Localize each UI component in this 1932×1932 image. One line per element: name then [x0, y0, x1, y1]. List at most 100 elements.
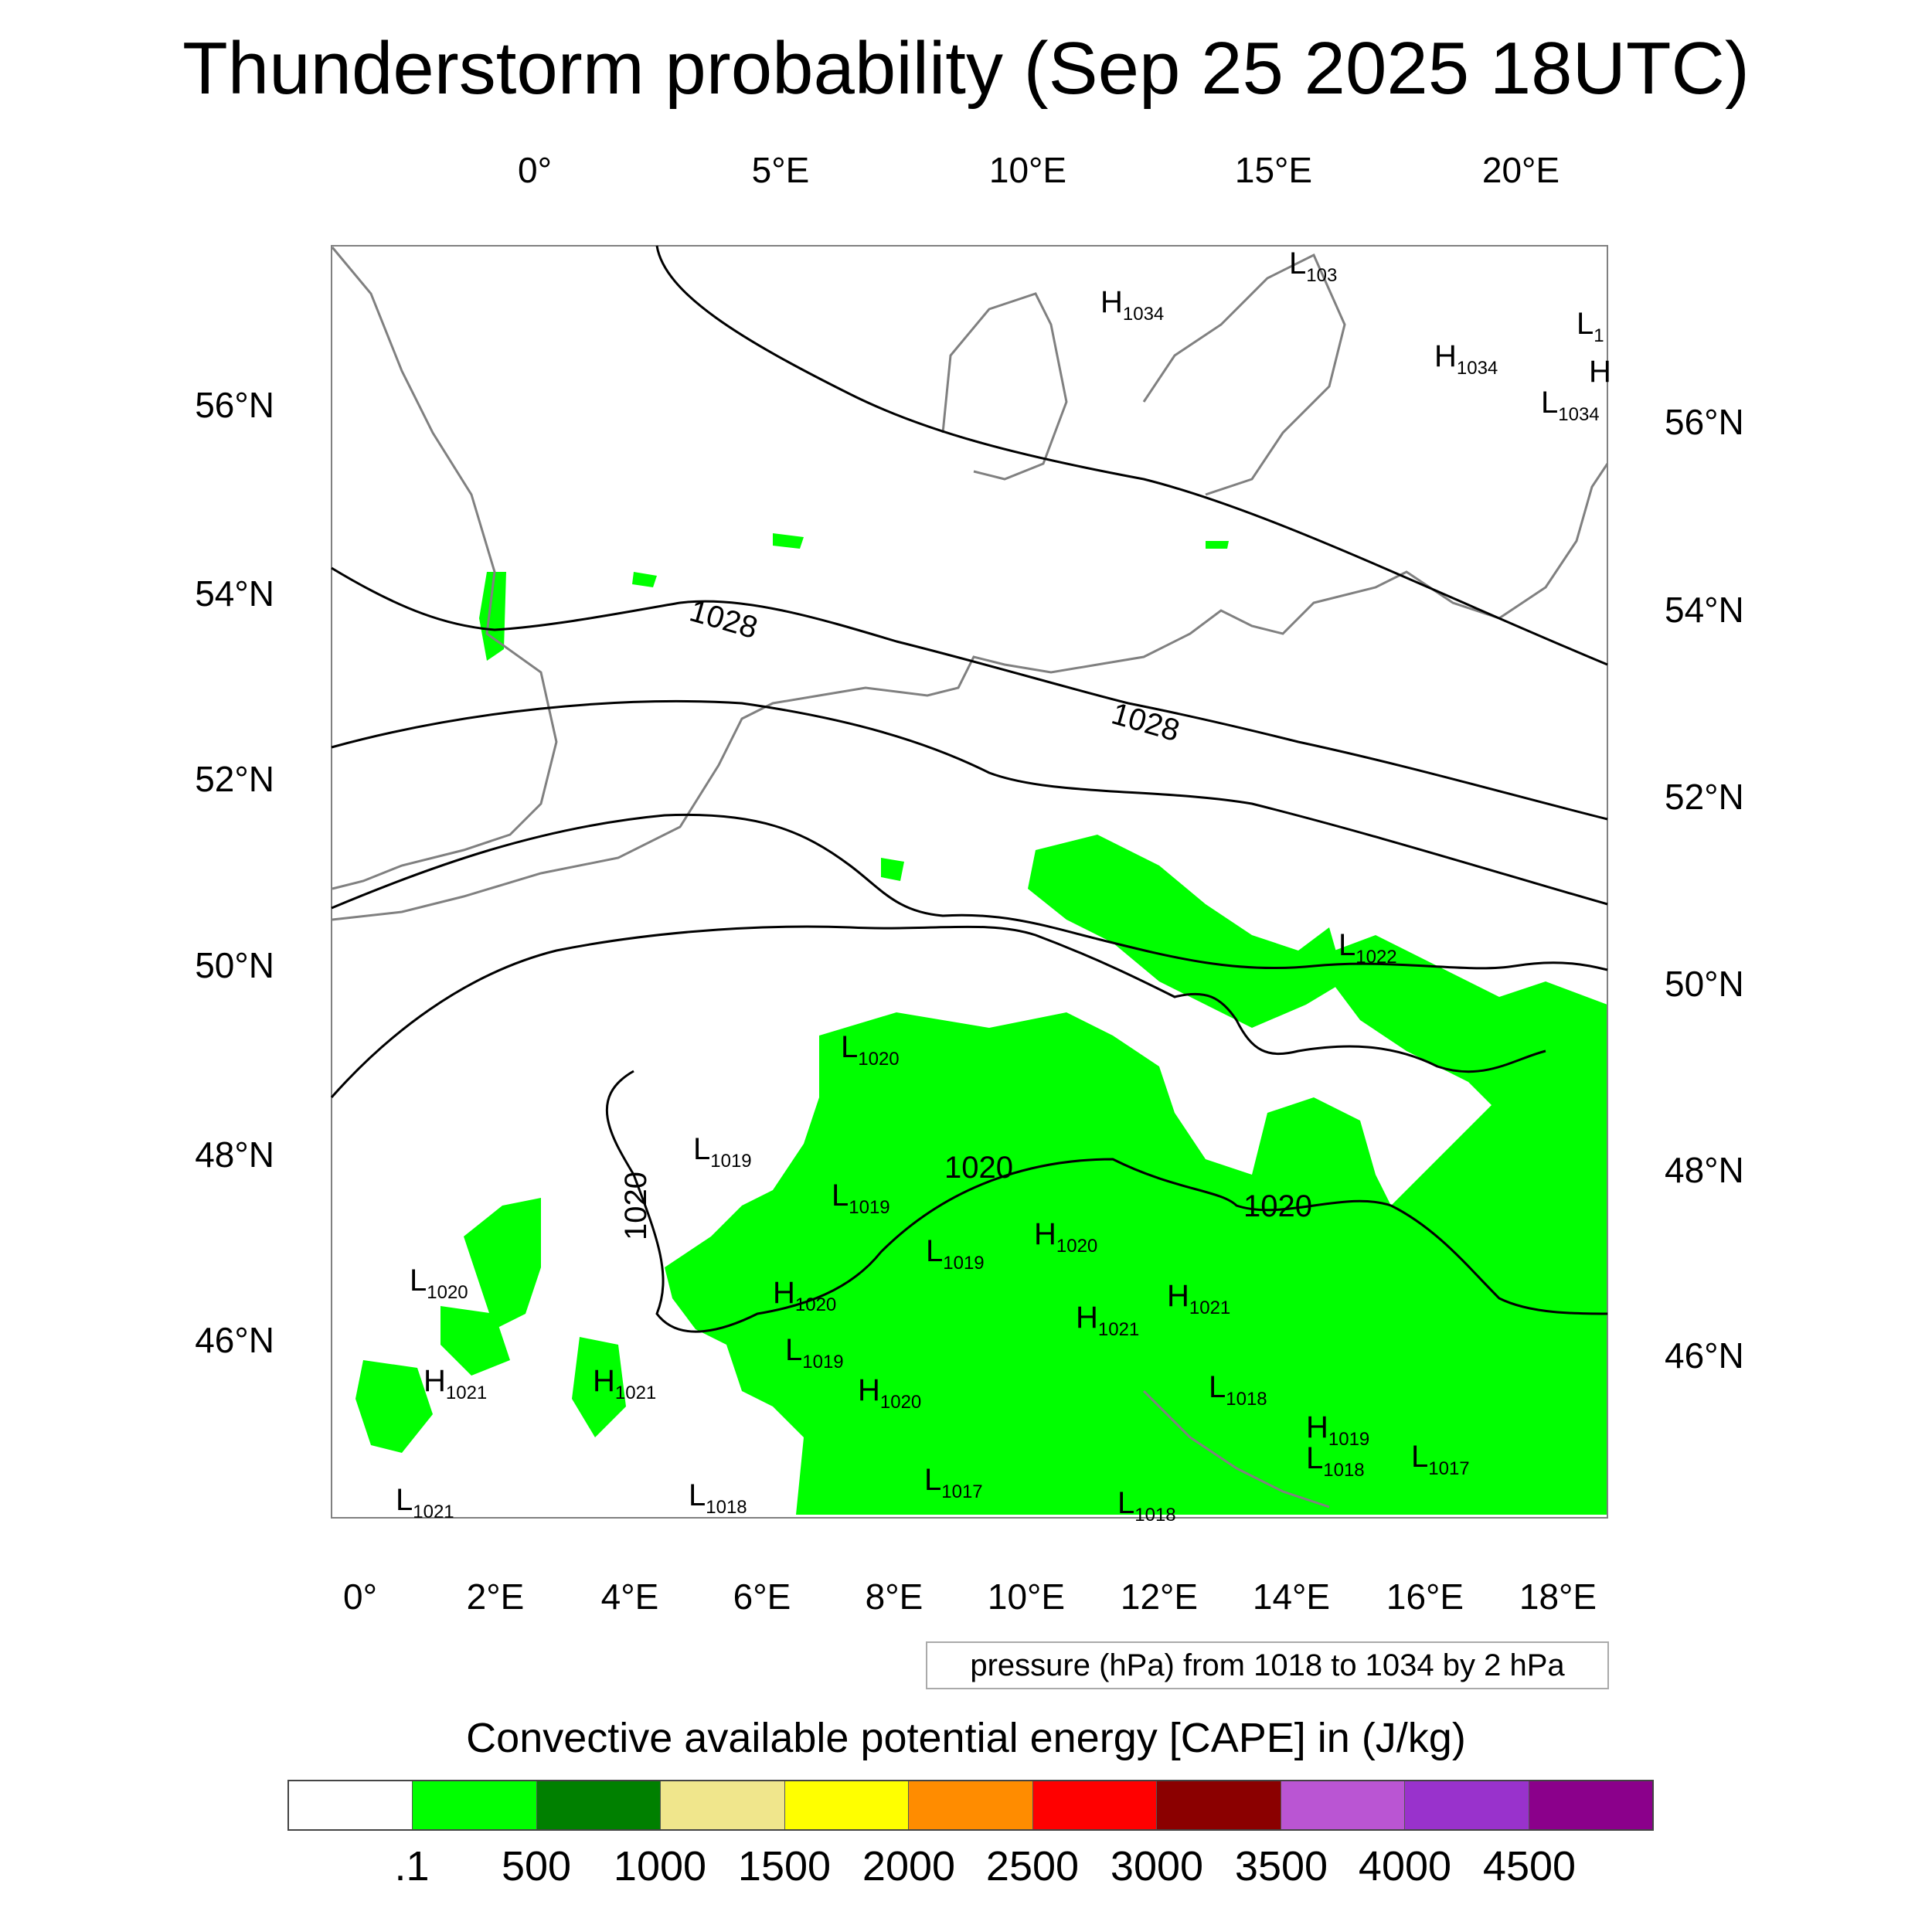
- isobar-1028-a: [331, 566, 1608, 821]
- colorbar-swatch: [1405, 1781, 1529, 1829]
- colorbar-swatch: [784, 1781, 910, 1829]
- bottom-lon-label: 2°E: [467, 1577, 525, 1617]
- colorbar-swatch: [413, 1781, 537, 1829]
- isobar-1024: [331, 813, 1608, 971]
- bottom-lon-label: 4°E: [601, 1577, 659, 1617]
- pressure-center: H1034: [1434, 339, 1498, 379]
- colorbar-title: Convective available potential energy [C…: [466, 1715, 1466, 1761]
- right-lat-label: 54°N: [1665, 590, 1744, 630]
- pressure-center: L1020: [841, 1030, 900, 1070]
- left-lat-label: 52°N: [195, 759, 274, 799]
- pressure-center: L1019: [785, 1333, 844, 1372]
- colorbar-ticks: .1 500 1000 1500 2000 2500 3000 3500 400…: [0, 1842, 1932, 1896]
- colorbar-tick: .1: [394, 1843, 430, 1889]
- left-lat-labels: 56°N 54°N 52°N 50°N 48°N 46°N: [195, 385, 274, 1360]
- cape-area-sw-1: [464, 1198, 541, 1329]
- bottom-lon-label: 10°E: [988, 1577, 1065, 1617]
- bottom-lon-label: 14°E: [1253, 1577, 1330, 1617]
- pressure-center: H1020: [858, 1373, 921, 1413]
- top-lon-label: 20°E: [1482, 150, 1560, 190]
- bottom-lon-label: 0°: [343, 1577, 377, 1617]
- colorbar-tick: 4000: [1358, 1843, 1452, 1889]
- pressure-center: L1022: [1338, 928, 1397, 968]
- coastline-sweden: [1142, 253, 1346, 496]
- bottom-lon-label: 8°E: [866, 1577, 923, 1617]
- map-title: Thunderstorm probability (Sep 25 2025 18…: [182, 27, 1750, 110]
- right-lat-label: 52°N: [1665, 777, 1744, 817]
- pressure-center: H1021: [1076, 1301, 1139, 1340]
- pressure-center: H1020: [1034, 1217, 1097, 1257]
- cape-area-east: [1314, 935, 1607, 1175]
- left-lat-label: 50°N: [195, 945, 274, 985]
- right-lat-label: 46°N: [1665, 1335, 1744, 1376]
- coastline-continent: [332, 463, 1609, 921]
- pressure-center: L1020: [410, 1264, 468, 1303]
- colorbar-swatch: [1529, 1781, 1652, 1829]
- colorbar-tick: 1000: [613, 1843, 707, 1889]
- left-lat-label: 54°N: [195, 573, 274, 614]
- pressure-center: L1: [1577, 307, 1604, 346]
- top-lon-label: 15°E: [1235, 150, 1312, 190]
- isobar-1026: [331, 699, 1608, 906]
- right-lat-label: 56°N: [1665, 402, 1744, 442]
- bottom-lon-label: 12°E: [1121, 1577, 1198, 1617]
- bottom-lon-label: 18°E: [1519, 1577, 1597, 1617]
- colorbar-tick: 4500: [1482, 1843, 1577, 1889]
- colorbar-tick: 1500: [737, 1843, 832, 1889]
- colorbar-swatch: [536, 1781, 662, 1829]
- right-lat-labels: 56°N 54°N 52°N 50°N 48°N 46°N: [1665, 402, 1744, 1376]
- cape-area-small-3: [1206, 541, 1229, 549]
- map-frame: [331, 245, 1608, 1519]
- isobar-label: 1020: [944, 1151, 1013, 1185]
- pressure-center: L1018: [1117, 1486, 1176, 1526]
- pressure-center: L103: [1289, 247, 1337, 286]
- pressure-center: L1018: [1209, 1370, 1267, 1410]
- colorbar-swatch: [909, 1781, 1033, 1829]
- left-lat-label: 48°N: [195, 1134, 274, 1175]
- cape-area-central: [1028, 835, 1345, 1028]
- pressure-center: L1017: [924, 1463, 983, 1502]
- top-lon-label: 0°: [518, 150, 552, 190]
- left-lat-label: 46°N: [195, 1320, 274, 1360]
- isobar-label: 1020: [1243, 1189, 1312, 1223]
- colorbar-swatch: [1032, 1781, 1158, 1829]
- pressure-center: L1034: [1541, 386, 1600, 425]
- pressure-center: H1019: [1306, 1410, 1369, 1450]
- colorbar-swatch: [289, 1781, 413, 1829]
- cape-area-small-4: [881, 858, 904, 881]
- colorbar-tick: 500: [501, 1843, 572, 1889]
- left-lat-label: 56°N: [195, 385, 274, 425]
- pressure-center: H: [1589, 355, 1611, 389]
- pressure-center: L1019: [926, 1234, 985, 1274]
- right-lat-label: 48°N: [1665, 1150, 1744, 1190]
- right-lat-label: 50°N: [1665, 964, 1744, 1004]
- coastline-denmark: [941, 292, 1068, 481]
- bottom-lon-label: 6°E: [733, 1577, 791, 1617]
- pressure-center: L1018: [689, 1478, 747, 1518]
- isobar-1020: [605, 1070, 1608, 1333]
- top-lon-label: 10°E: [989, 150, 1066, 190]
- colorbar-tick: 3000: [1110, 1843, 1204, 1889]
- pressure-note: pressure (hPa) from 1018 to 1034 by 2 hP…: [926, 1641, 1609, 1689]
- coastline-uk: [331, 247, 558, 890]
- coastline-adriatic: [1142, 1389, 1330, 1509]
- colorbar-tick: 2000: [862, 1843, 956, 1889]
- isobar-label: 1028: [686, 594, 762, 645]
- cape-area-small-1: [632, 572, 657, 587]
- pressure-center: L1019: [832, 1179, 890, 1218]
- cape-fill-layer: [355, 533, 1607, 1515]
- colorbar: [287, 1780, 1654, 1831]
- top-lon-labels: 0° 5°E 10°E 15°E 20°E: [518, 150, 1560, 190]
- colorbar-tick: 2500: [985, 1843, 1080, 1889]
- pressure-center: H1034: [1100, 285, 1164, 325]
- cape-area-sw-4: [440, 1306, 510, 1376]
- isobar-layer: [330, 245, 1608, 1333]
- isobar-1022: [330, 925, 1546, 1098]
- isobar-label: 1020: [619, 1172, 653, 1240]
- bottom-lon-labels: 0° 2°E 4°E 6°E 8°E 10°E 12°E 14°E 16°E 1…: [343, 1577, 1597, 1617]
- pressure-center: H1020: [773, 1276, 836, 1315]
- colorbar-swatch: [1281, 1781, 1406, 1829]
- colorbar-swatch: [1157, 1781, 1281, 1829]
- pressure-center: L1018: [1306, 1441, 1365, 1481]
- cape-area-channel: [479, 572, 506, 661]
